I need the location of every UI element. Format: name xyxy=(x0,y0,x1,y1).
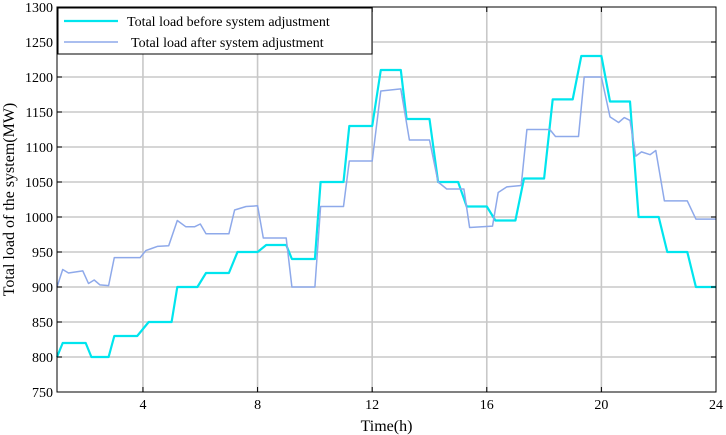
y-tick-label: 750 xyxy=(32,386,53,401)
y-tick-label: 800 xyxy=(32,351,53,366)
y-tick-label: 1100 xyxy=(26,141,53,156)
series-line-before xyxy=(55,54,716,359)
x-axis-label: Time(h) xyxy=(361,418,413,435)
y-tick-label: 1250 xyxy=(25,36,53,51)
axis-ticks: 750 800 850 900 950 1000 1050 1100 1150 1200 1250 1… xyxy=(25,1,723,413)
x-tick-label: 24 xyxy=(709,398,723,413)
legend-box xyxy=(57,7,373,55)
x-tick-label: 20 xyxy=(594,398,608,413)
series-line-after xyxy=(56,76,716,288)
y-tick-label: 950 xyxy=(32,246,53,261)
y-axis-label: Total load of the system(MW) xyxy=(1,103,18,297)
x-tick-label: 16 xyxy=(480,398,494,413)
legend-label-before: Total load before system adjustment xyxy=(127,15,330,30)
x-tick-label: 4 xyxy=(139,398,146,413)
y-tick-label: 850 xyxy=(32,316,53,331)
y-tick-label: 900 xyxy=(32,281,53,296)
legend-label-after: Total load after system adjustment xyxy=(131,36,324,51)
legend: Total load before system adjustment Tota… xyxy=(57,7,373,55)
y-tick-label: 1000 xyxy=(25,211,53,226)
plot-background xyxy=(57,7,716,392)
plot-frame xyxy=(56,6,717,393)
y-tick-label: 1200 xyxy=(25,71,53,86)
y-tick-label: 1300 xyxy=(25,1,53,16)
y-tick-label: 1150 xyxy=(26,106,53,121)
series-layer xyxy=(55,54,716,359)
y-tick-label: 1050 xyxy=(25,176,53,191)
x-tick-label: 12 xyxy=(365,398,379,413)
x-tick-label: 8 xyxy=(254,398,261,413)
grid-lines xyxy=(57,7,716,392)
